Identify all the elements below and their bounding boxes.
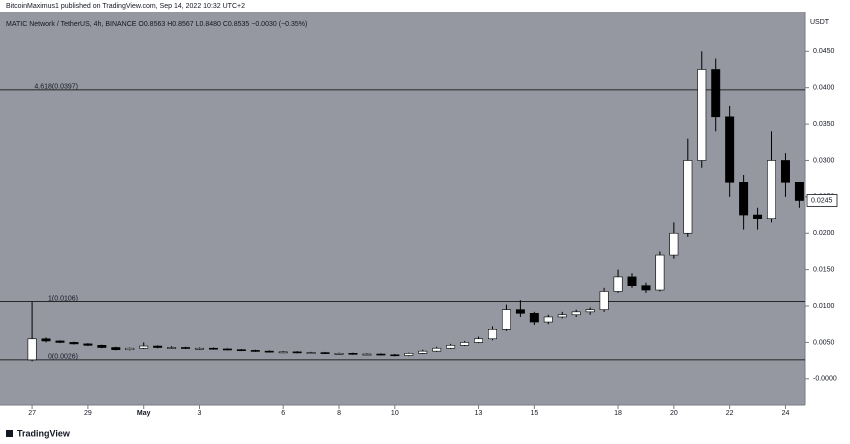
candle-body <box>780 160 790 183</box>
candle-body <box>208 347 218 350</box>
candle-body <box>306 352 316 354</box>
candle-body <box>167 347 177 349</box>
candle-body <box>334 353 344 355</box>
candle-body <box>543 316 553 323</box>
candle-body <box>446 345 456 349</box>
y-tick-label: 0.0350 <box>813 121 835 128</box>
candle-body <box>125 347 135 350</box>
header: BitcoinMaximus1 published on TradingView… <box>6 3 245 10</box>
candle-body <box>529 312 539 323</box>
candle-body <box>599 291 609 310</box>
candle-body <box>320 352 330 354</box>
candle-body <box>376 353 386 356</box>
candle-body <box>697 69 707 161</box>
candle-body <box>41 338 51 342</box>
x-tick-label: 6 <box>281 410 285 417</box>
y-tick-label: 0.0300 <box>813 157 835 164</box>
chart-title: MATIC Network / TetherUS, 4h, BINANCE O0… <box>6 21 307 28</box>
candle-body <box>515 309 525 314</box>
x-tick-label: 29 <box>84 410 92 417</box>
y-tick-label: 0.0400 <box>813 85 835 92</box>
candle-body <box>794 182 804 201</box>
candle-body <box>27 338 37 361</box>
candle-body <box>362 353 372 356</box>
candle-body <box>222 348 232 351</box>
y-tick-label: 0.0450 <box>813 48 835 55</box>
candle-body <box>195 347 204 350</box>
candle-body <box>501 309 511 330</box>
candle-body <box>111 347 121 350</box>
candle-body <box>753 214 763 219</box>
candle-body <box>460 342 470 346</box>
y-tick-label: -0.0000 <box>813 376 837 383</box>
logo: TradingView <box>6 428 71 438</box>
x-tick-label: May <box>137 410 151 417</box>
level-label: 0(0.0026) <box>48 354 78 361</box>
candle-body <box>655 254 665 291</box>
candle-body <box>55 340 65 343</box>
candle-body <box>613 276 623 292</box>
candle-body <box>432 347 442 352</box>
level-label: 4.618(0.0397) <box>34 84 78 91</box>
candle-body <box>585 309 595 313</box>
plot-area <box>0 12 805 405</box>
axis-unit: USDT <box>810 19 830 26</box>
candle-body <box>69 342 79 345</box>
candle-body <box>711 69 721 118</box>
y-tick-label: 0.0200 <box>813 230 835 237</box>
candle-body <box>488 329 497 340</box>
logo-icon <box>6 430 13 437</box>
candle-body <box>153 345 163 348</box>
candle-body <box>181 347 191 349</box>
candle-body <box>250 350 260 352</box>
x-tick-label: 3 <box>198 410 202 417</box>
candle-body <box>236 349 246 351</box>
candle-body <box>404 353 414 356</box>
candle-body <box>390 354 400 357</box>
candle-body <box>683 160 693 234</box>
candle-body <box>627 276 637 286</box>
x-tick-label: 22 <box>726 410 734 417</box>
candle-body <box>97 345 107 348</box>
last-price-box <box>806 194 838 207</box>
candle-body <box>348 353 358 355</box>
candle-body <box>292 351 302 354</box>
candle-body <box>641 285 651 291</box>
x-tick-label: 10 <box>391 410 399 417</box>
x-tick-label: 20 <box>670 410 678 417</box>
x-tick-label: 15 <box>530 410 538 417</box>
candle-body <box>557 314 567 318</box>
footer: TradingView <box>17 428 71 438</box>
candle-body <box>278 351 288 354</box>
candle-body <box>418 350 428 354</box>
y-tick-label: 0.0050 <box>813 339 835 346</box>
x-tick-label: 18 <box>614 410 622 417</box>
candle-body <box>139 345 149 349</box>
candle-body <box>571 311 581 316</box>
y-tick-label: 0.0100 <box>813 303 835 310</box>
level-label: 1(0.0106) <box>48 295 78 302</box>
candle-body <box>767 160 777 219</box>
candle-body <box>739 182 749 216</box>
candle-body <box>725 116 735 183</box>
candle-body <box>264 350 274 353</box>
x-tick-label: 27 <box>28 410 36 417</box>
candle-body <box>83 343 93 346</box>
y-tick-label: 0.0150 <box>813 266 835 273</box>
candle-body <box>474 338 484 343</box>
last-price-label: 0.0245 <box>811 197 833 204</box>
x-tick-label: 13 <box>475 410 483 417</box>
candle-body <box>669 232 679 256</box>
x-tick-label: 8 <box>337 410 341 417</box>
x-tick-label: 24 <box>782 410 790 417</box>
